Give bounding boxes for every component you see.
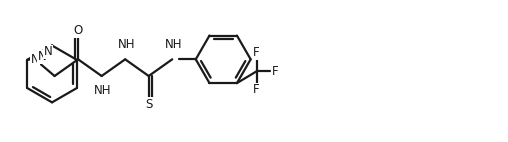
Text: N: N — [30, 53, 39, 66]
Text: N: N — [38, 50, 46, 63]
Text: F: F — [253, 46, 260, 59]
Text: S: S — [145, 98, 152, 111]
Text: NH: NH — [165, 38, 182, 52]
Text: NH: NH — [117, 38, 135, 52]
Text: NH: NH — [94, 84, 111, 97]
Text: F: F — [272, 65, 278, 78]
Text: F: F — [253, 83, 260, 96]
Text: O: O — [74, 24, 83, 37]
Text: N: N — [44, 45, 52, 58]
